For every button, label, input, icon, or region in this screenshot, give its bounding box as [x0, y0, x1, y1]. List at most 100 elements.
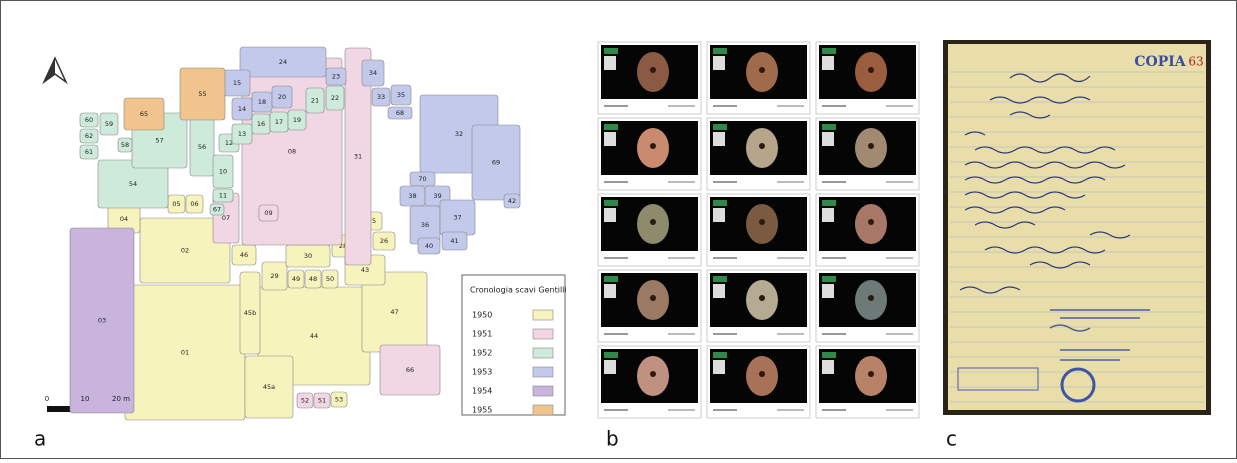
- room-label: 37: [453, 214, 461, 222]
- room-label: 10: [219, 168, 227, 176]
- room-label: 33: [377, 93, 385, 101]
- lamp-badge: [822, 48, 836, 54]
- lamp-hole: [650, 219, 656, 225]
- room-label: 50: [326, 275, 334, 283]
- room-label: 60: [85, 116, 93, 124]
- lamp-thumb: [822, 284, 834, 298]
- lamp-grid: [598, 42, 919, 418]
- document-paper: [948, 44, 1206, 410]
- lamp-badge: [604, 200, 618, 206]
- room-label: 15: [233, 79, 241, 87]
- room-label: 52: [301, 397, 309, 405]
- room-label: 05: [172, 200, 180, 208]
- room-label: 24: [279, 58, 287, 66]
- lamp-badge: [713, 352, 727, 358]
- room-label: 09: [264, 209, 272, 217]
- room-label: 08: [288, 148, 296, 156]
- room-label: 49: [292, 275, 300, 283]
- room-label: 02: [181, 247, 189, 255]
- lamp-thumb: [713, 284, 725, 298]
- room-label: 04: [120, 215, 128, 223]
- page-number: 63: [1188, 55, 1203, 69]
- lamp-thumb: [713, 56, 725, 70]
- room-label: 40: [425, 242, 433, 250]
- room-label: 19: [293, 116, 301, 124]
- legend-year: 1954: [472, 387, 492, 396]
- room-label: 67: [213, 206, 221, 214]
- room-label: 39: [433, 192, 441, 200]
- legend-title: Cronologia scavi Gentilli: [470, 286, 567, 295]
- room-label: 35: [397, 91, 405, 99]
- room-label: 31: [354, 153, 362, 161]
- room-label: 54: [129, 180, 137, 188]
- legend-swatch: [533, 329, 553, 339]
- lamp-hole: [868, 219, 874, 225]
- lamp-thumb: [604, 56, 616, 70]
- scale-label: 20 m: [112, 395, 130, 403]
- lamp-thumb: [604, 360, 616, 374]
- room-label: 45a: [263, 383, 275, 391]
- lamp-hole: [650, 143, 656, 149]
- figure: Cronologia scavi Gentilli a b c COPIA 63…: [0, 0, 1237, 459]
- lamp-hole: [759, 295, 765, 301]
- lamp-hole: [759, 219, 765, 225]
- lamp-hole: [759, 67, 765, 73]
- lamp-badge: [604, 352, 618, 358]
- room-label: 69: [492, 159, 500, 167]
- room-label: 55: [198, 90, 206, 98]
- copia-stamp: COPIA: [1134, 54, 1186, 70]
- lamp-thumb: [822, 360, 834, 374]
- legend-swatch: [533, 386, 553, 396]
- lamp-badge: [822, 352, 836, 358]
- lamp-badge: [604, 276, 618, 282]
- room-label: 11: [219, 192, 227, 200]
- lamp-thumb: [604, 284, 616, 298]
- lamp-badge: [822, 124, 836, 130]
- lamp-hole: [868, 295, 874, 301]
- room-label: 61: [85, 148, 93, 156]
- room-label: 21: [311, 97, 319, 105]
- lamp-hole: [650, 295, 656, 301]
- room-label: 22: [331, 94, 339, 102]
- room-label: 03: [98, 317, 106, 325]
- lamp-hole: [650, 371, 656, 377]
- room-label: 59: [105, 120, 113, 128]
- room-label: 58: [121, 141, 129, 149]
- room-label: 38: [408, 192, 416, 200]
- lamp-thumb: [822, 208, 834, 222]
- room-label: 26: [380, 237, 388, 245]
- room-label: 46: [240, 251, 248, 259]
- lamp-thumb: [822, 56, 834, 70]
- room-label: 14: [238, 105, 246, 113]
- room-label: 57: [155, 137, 163, 145]
- legend-year: 1951: [472, 330, 492, 339]
- lamp-thumb: [713, 360, 725, 374]
- room-label: 43: [361, 266, 369, 274]
- room-label: 48: [309, 275, 317, 283]
- room-label: 42: [508, 197, 516, 205]
- room-label: 30: [304, 252, 312, 260]
- scale-label: 0: [45, 395, 49, 403]
- room-label: 65: [140, 110, 148, 118]
- room-label: 47: [390, 308, 398, 316]
- legend-swatch: [533, 348, 553, 358]
- room-label: 18: [258, 98, 266, 106]
- room-label: 36: [421, 221, 429, 229]
- lamp-hole: [868, 67, 874, 73]
- panel-label: c: [946, 427, 957, 451]
- room-label: 20: [278, 93, 286, 101]
- room-label: 44: [310, 332, 318, 340]
- lamp-hole: [759, 143, 765, 149]
- room-label: 13: [238, 130, 246, 138]
- room-label: 62: [85, 132, 93, 140]
- lamp-badge: [822, 276, 836, 282]
- lamp-badge: [604, 124, 618, 130]
- lamp-thumb: [822, 132, 834, 146]
- lamp-hole: [868, 371, 874, 377]
- lamp-thumb: [713, 132, 725, 146]
- room-label: 68: [396, 109, 404, 117]
- room-label: 53: [335, 396, 343, 404]
- lamp-thumb: [604, 132, 616, 146]
- lamp-badge: [822, 200, 836, 206]
- lamp-badge: [604, 48, 618, 54]
